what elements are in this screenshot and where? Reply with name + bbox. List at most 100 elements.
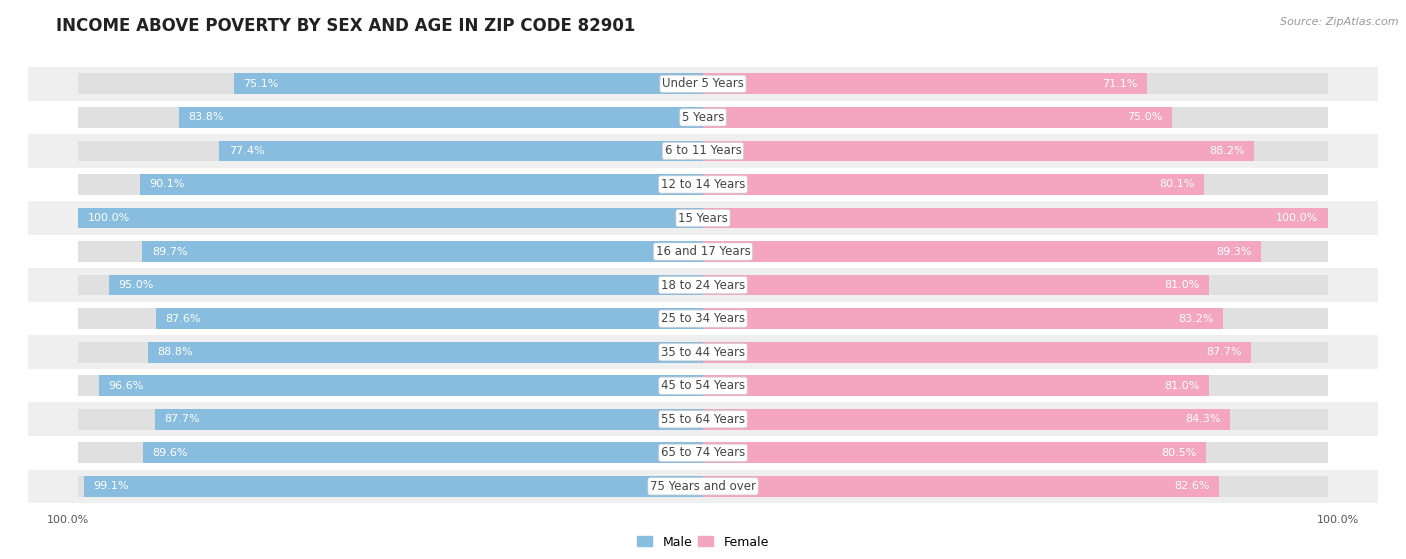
Text: 80.5%: 80.5% xyxy=(1161,448,1197,458)
Bar xyxy=(141,174,703,195)
Bar xyxy=(28,402,1378,436)
Bar xyxy=(703,375,1327,396)
Text: 35 to 44 Years: 35 to 44 Years xyxy=(661,345,745,359)
Text: INCOME ABOVE POVERTY BY SEX AND AGE IN ZIP CODE 82901: INCOME ABOVE POVERTY BY SEX AND AGE IN Z… xyxy=(56,17,636,35)
Text: 16 and 17 Years: 16 and 17 Years xyxy=(655,245,751,258)
Bar xyxy=(143,442,703,463)
Text: 75.0%: 75.0% xyxy=(1128,112,1163,122)
Bar xyxy=(703,442,1327,463)
Text: 82.6%: 82.6% xyxy=(1174,481,1209,491)
Bar xyxy=(703,342,1251,363)
Bar xyxy=(28,436,1378,470)
Bar xyxy=(79,241,703,262)
Bar xyxy=(28,470,1378,503)
Text: 89.7%: 89.7% xyxy=(152,247,187,257)
Text: 65 to 74 Years: 65 to 74 Years xyxy=(661,446,745,459)
Bar xyxy=(703,342,1327,363)
Bar xyxy=(28,268,1378,302)
Bar xyxy=(28,369,1378,402)
Text: Under 5 Years: Under 5 Years xyxy=(662,77,744,91)
Text: 100.0%: 100.0% xyxy=(1277,213,1319,223)
Bar xyxy=(703,207,1327,229)
Text: 45 to 54 Years: 45 to 54 Years xyxy=(661,379,745,392)
Bar xyxy=(156,308,703,329)
Text: 83.2%: 83.2% xyxy=(1178,314,1213,324)
Bar xyxy=(703,73,1327,94)
Bar xyxy=(703,409,1327,430)
Bar xyxy=(703,308,1327,329)
Bar xyxy=(28,302,1378,335)
Bar xyxy=(28,235,1378,268)
Bar xyxy=(703,107,1171,128)
Bar xyxy=(79,308,703,329)
Bar xyxy=(79,207,703,229)
Text: 100.0%: 100.0% xyxy=(46,515,89,525)
Bar xyxy=(703,476,1219,497)
Bar xyxy=(219,140,703,162)
Bar xyxy=(79,274,703,296)
Bar xyxy=(28,134,1378,168)
Text: 87.6%: 87.6% xyxy=(165,314,201,324)
Legend: Male, Female: Male, Female xyxy=(633,530,773,553)
Text: 89.3%: 89.3% xyxy=(1216,247,1251,257)
Text: 100.0%: 100.0% xyxy=(87,213,129,223)
Bar xyxy=(84,476,703,497)
Bar xyxy=(142,241,703,262)
Bar xyxy=(703,107,1327,128)
Bar xyxy=(703,241,1261,262)
Bar xyxy=(233,73,703,94)
Bar xyxy=(703,476,1327,497)
Bar xyxy=(703,274,1327,296)
Text: 100.0%: 100.0% xyxy=(1317,515,1360,525)
Bar xyxy=(703,140,1254,162)
Bar xyxy=(79,476,703,497)
Bar xyxy=(703,442,1206,463)
Text: 88.8%: 88.8% xyxy=(157,347,193,357)
Text: 55 to 64 Years: 55 to 64 Years xyxy=(661,413,745,426)
Bar xyxy=(28,168,1378,201)
Text: Source: ZipAtlas.com: Source: ZipAtlas.com xyxy=(1281,17,1399,27)
Text: 71.1%: 71.1% xyxy=(1102,79,1137,89)
Bar xyxy=(79,409,703,430)
Text: 88.2%: 88.2% xyxy=(1209,146,1244,156)
Text: 5 Years: 5 Years xyxy=(682,111,724,124)
Text: 84.3%: 84.3% xyxy=(1185,414,1220,424)
Text: 87.7%: 87.7% xyxy=(1206,347,1241,357)
Bar xyxy=(79,442,703,463)
Text: 81.0%: 81.0% xyxy=(1164,381,1199,391)
Text: 95.0%: 95.0% xyxy=(118,280,155,290)
Bar xyxy=(180,107,703,128)
Text: 77.4%: 77.4% xyxy=(229,146,264,156)
Text: 15 Years: 15 Years xyxy=(678,211,728,225)
Text: 83.8%: 83.8% xyxy=(188,112,224,122)
Bar xyxy=(703,140,1327,162)
Bar xyxy=(148,342,703,363)
Text: 75 Years and over: 75 Years and over xyxy=(650,480,756,493)
Text: 99.1%: 99.1% xyxy=(93,481,128,491)
Text: 6 to 11 Years: 6 to 11 Years xyxy=(665,144,741,158)
Bar xyxy=(703,174,1204,195)
Bar xyxy=(79,174,703,195)
Bar xyxy=(703,73,1147,94)
Bar xyxy=(28,67,1378,101)
Text: 18 to 24 Years: 18 to 24 Years xyxy=(661,278,745,292)
Bar xyxy=(79,375,703,396)
Text: 25 to 34 Years: 25 to 34 Years xyxy=(661,312,745,325)
Text: 96.6%: 96.6% xyxy=(108,381,143,391)
Text: 89.6%: 89.6% xyxy=(152,448,188,458)
Bar xyxy=(703,207,1327,229)
Bar xyxy=(79,73,703,94)
Bar xyxy=(79,342,703,363)
Bar xyxy=(28,101,1378,134)
Text: 90.1%: 90.1% xyxy=(149,179,184,190)
Bar xyxy=(79,140,703,162)
Text: 12 to 14 Years: 12 to 14 Years xyxy=(661,178,745,191)
Text: 87.7%: 87.7% xyxy=(165,414,200,424)
Text: 81.0%: 81.0% xyxy=(1164,280,1199,290)
Bar xyxy=(100,375,703,396)
Bar xyxy=(110,274,703,296)
Bar xyxy=(703,274,1209,296)
Bar xyxy=(28,335,1378,369)
Text: 80.1%: 80.1% xyxy=(1159,179,1194,190)
Bar xyxy=(703,241,1327,262)
